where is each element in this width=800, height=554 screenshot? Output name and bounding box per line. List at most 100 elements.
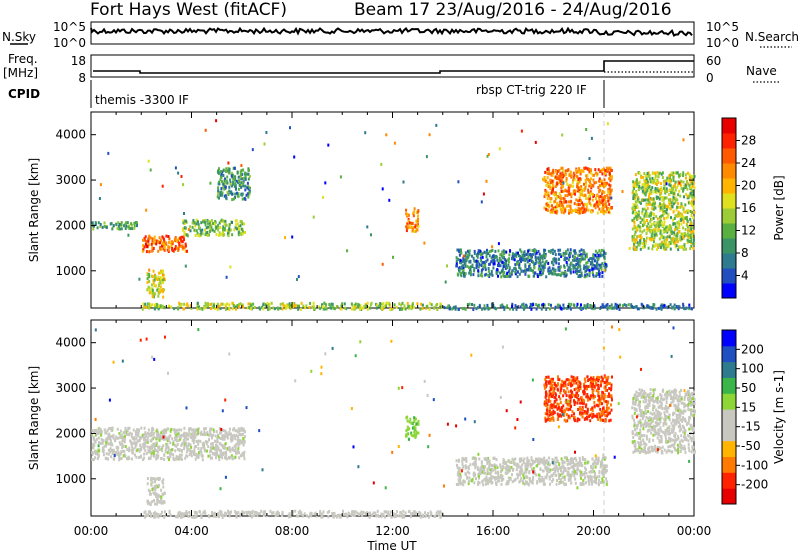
data-cell (178, 453, 181, 457)
data-cell (169, 429, 172, 433)
data-cell (130, 448, 133, 452)
data-cell (491, 304, 494, 308)
data-cell (219, 442, 221, 446)
data-cell (239, 170, 242, 174)
data-cell (243, 222, 246, 226)
data-cell (456, 272, 459, 276)
data-cell (571, 209, 574, 213)
data-cell (501, 260, 504, 264)
data-cell (556, 172, 559, 176)
data-cell (146, 482, 149, 486)
data-cell (690, 174, 693, 178)
data-cell (149, 236, 152, 240)
data-cell (585, 269, 588, 273)
data-cell (469, 260, 472, 264)
data-cell (652, 172, 655, 176)
data-cell (224, 181, 227, 185)
data-cell (120, 433, 123, 437)
data-cell (180, 453, 183, 457)
data-cell (580, 401, 583, 405)
data-cell (604, 414, 607, 418)
data-cell (184, 264, 187, 268)
data-cell (229, 427, 231, 431)
data-cell (545, 207, 548, 211)
data-cell (311, 305, 314, 309)
data-cell (668, 235, 671, 239)
data-cell (240, 428, 243, 432)
data-cell (142, 445, 145, 449)
data-cell (468, 253, 471, 257)
data-cell (576, 266, 579, 269)
data-cell (177, 237, 180, 241)
nsky-right-tick-bottom: 10^0 (706, 36, 739, 50)
data-cell (471, 263, 474, 267)
data-cell (159, 245, 162, 249)
data-cell (201, 454, 204, 458)
data-cell (549, 404, 552, 408)
data-cell (585, 306, 587, 310)
data-cell (105, 452, 108, 456)
data-cell (185, 450, 188, 454)
data-cell (647, 222, 650, 226)
data-cell (602, 182, 605, 186)
data-cell (668, 228, 670, 232)
data-cell (677, 248, 680, 252)
data-cell (606, 305, 609, 309)
data-cell (244, 435, 246, 439)
data-cell (153, 453, 155, 456)
data-cell (579, 268, 582, 272)
data-cell (487, 274, 490, 277)
data-cell (588, 415, 591, 418)
data-cell (673, 307, 676, 310)
data-cell (547, 267, 550, 271)
data-cell (692, 241, 695, 245)
data-cell (586, 375, 589, 379)
data-cell (200, 447, 203, 451)
data-cell (197, 452, 200, 456)
data-cell (662, 229, 665, 233)
data-cell (561, 379, 564, 383)
data-cell (143, 237, 146, 241)
data-cell (92, 442, 95, 446)
data-cell (659, 188, 662, 192)
data-cell (578, 199, 581, 202)
data-cell (118, 432, 121, 436)
data-cell (545, 390, 548, 394)
data-cell (220, 176, 223, 180)
data-cell (651, 198, 654, 202)
data-cell (552, 192, 555, 196)
data-cell (204, 223, 207, 227)
data-cell (581, 405, 584, 409)
data-cell (573, 249, 576, 253)
data-cell (687, 196, 690, 200)
data-cell (565, 306, 568, 310)
data-cell (544, 252, 547, 256)
data-cell (408, 420, 411, 424)
data-cell (570, 302, 573, 306)
data-cell (497, 274, 499, 278)
data-cell (410, 225, 413, 229)
data-cell (498, 264, 501, 268)
data-cell (273, 307, 276, 311)
data-cell (100, 437, 103, 441)
data-cell (655, 414, 658, 418)
data-cell (405, 433, 408, 437)
data-cell (167, 235, 170, 239)
data-cell (690, 408, 693, 412)
data-cell (200, 221, 203, 225)
data-cell (594, 203, 597, 206)
data-cell (211, 436, 213, 440)
data-cell (645, 214, 648, 218)
data-cell (502, 305, 505, 309)
data-cell (563, 411, 566, 414)
data-cell (563, 384, 566, 388)
data-cell (590, 184, 593, 188)
data-cell (590, 171, 593, 175)
data-cell (676, 214, 679, 218)
data-cell (545, 401, 548, 405)
data-cell (244, 188, 247, 192)
data-cell (660, 172, 663, 176)
data-cell (598, 376, 601, 380)
data-cell (552, 416, 554, 420)
data-cell (150, 454, 153, 457)
